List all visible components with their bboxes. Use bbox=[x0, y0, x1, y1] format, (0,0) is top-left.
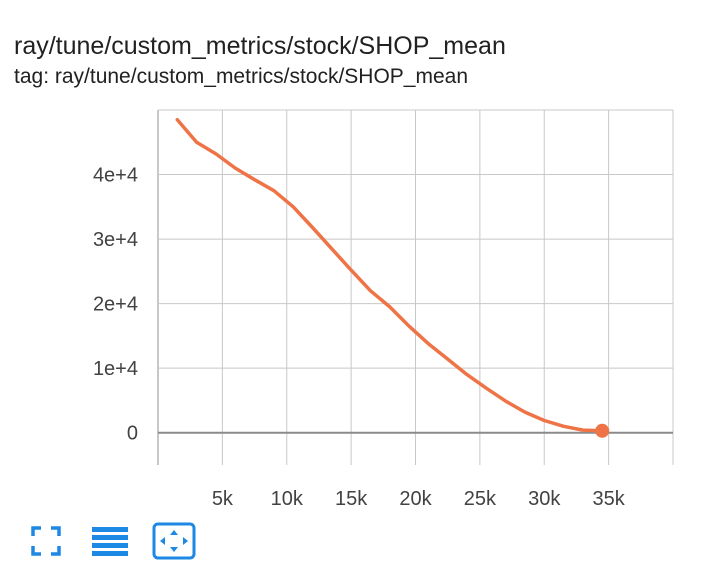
chart-tag: tag: ray/tune/custom_metrics/stock/SHOP_… bbox=[14, 65, 469, 88]
toggle-log-scale-icon bbox=[92, 527, 128, 556]
x-tick-label: 15k bbox=[335, 488, 368, 510]
y-tick-label: 1e+4 bbox=[93, 358, 138, 380]
y-tick-label: 2e+4 bbox=[93, 294, 138, 316]
x-tick-label: 35k bbox=[593, 488, 626, 510]
x-tick-label: 30k bbox=[528, 488, 561, 510]
fullscreen-icon bbox=[31, 526, 61, 556]
last-point-marker bbox=[595, 423, 610, 438]
x-tick-label: 20k bbox=[399, 488, 432, 510]
series bbox=[175, 117, 610, 438]
x-tick-label: 10k bbox=[271, 488, 304, 510]
y-tick-label: 0 bbox=[127, 423, 138, 445]
chart-title: ray/tune/custom_metrics/stock/SHOP_mean bbox=[14, 32, 506, 60]
axes bbox=[157, 110, 673, 465]
y-tick-label: 4e+4 bbox=[93, 165, 138, 187]
x-tick-label: 5k bbox=[212, 488, 234, 510]
fit-domain-icon bbox=[152, 522, 196, 560]
y-tick-labels: 0 1e+4 2e+4 3e+4 4e+4 bbox=[93, 165, 138, 445]
series-line bbox=[175, 117, 604, 433]
grid bbox=[157, 109, 674, 465]
fullscreen-button[interactable] bbox=[30, 525, 70, 565]
y-tick-label: 3e+4 bbox=[93, 229, 138, 251]
x-tick-labels: 5k 10k 15k 20k 25k 30k 35k bbox=[212, 488, 626, 510]
x-tick-label: 25k bbox=[464, 488, 497, 510]
toggle-log-scale-button[interactable] bbox=[90, 525, 130, 565]
fit-domain-button[interactable] bbox=[152, 522, 196, 562]
